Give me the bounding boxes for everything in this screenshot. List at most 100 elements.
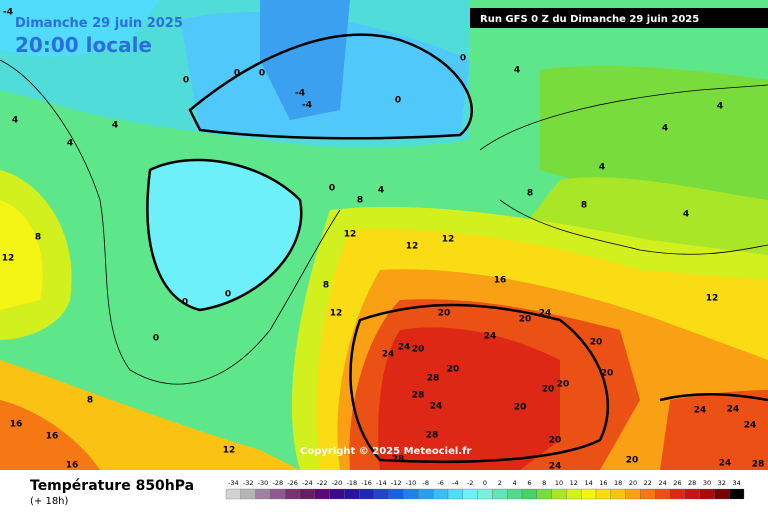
- scale-label: -6: [437, 479, 443, 487]
- scale-swatch: [388, 488, 404, 500]
- contour-label: 20: [626, 456, 639, 466]
- contour-label: 16: [46, 432, 59, 442]
- scale-swatch: [418, 488, 434, 500]
- contour-label: 24: [382, 350, 395, 360]
- scale-label: 12: [570, 479, 578, 487]
- scale-label: -24: [302, 479, 313, 487]
- contour-label: 8: [35, 233, 41, 243]
- contour-label: 20: [542, 385, 555, 395]
- run-info: Run GFS 0 Z du Dimanche 29 juin 2025: [480, 14, 699, 25]
- scale-swatch: [566, 488, 582, 500]
- contour-label: 20: [514, 403, 527, 413]
- map: [0, 0, 768, 471]
- scale-label: 10: [555, 479, 563, 487]
- contour-label: 12: [223, 446, 236, 456]
- scale-label: 0: [483, 479, 487, 487]
- contour-label: 12: [344, 230, 357, 240]
- scale-label: 32: [718, 479, 726, 487]
- contour-label: -4: [3, 8, 13, 18]
- scale-label: -12: [391, 479, 402, 487]
- scale-label: -16: [361, 479, 372, 487]
- contour-label: 4: [683, 210, 689, 220]
- scale-swatch: [285, 488, 301, 500]
- contour-label: 12: [706, 294, 719, 304]
- contour-label: 0: [225, 290, 231, 300]
- scale-label: 16: [599, 479, 607, 487]
- contour-label: 4: [514, 66, 520, 76]
- contour-label: 0: [395, 96, 401, 106]
- scale-swatch: [507, 488, 523, 500]
- contour-label: 24: [484, 332, 497, 342]
- scale-swatch: [581, 488, 597, 500]
- scale-label: -14: [376, 479, 387, 487]
- scale-label: 6: [527, 479, 531, 487]
- legend-subtitle: (+ 18h): [30, 496, 69, 507]
- contour-label: 24: [719, 459, 732, 469]
- scale-swatch: [640, 488, 656, 500]
- contour-label: 8: [581, 201, 587, 211]
- scale-label: 2: [498, 479, 502, 487]
- contour-label: 4: [662, 124, 668, 134]
- scale-label: -26: [287, 479, 298, 487]
- scale-label: -32: [243, 479, 254, 487]
- copyright: Copyright © 2025 Meteociel.fr: [300, 446, 471, 457]
- scale-label: -30: [258, 479, 269, 487]
- run-box: [470, 8, 768, 28]
- contour-label: 8: [527, 189, 533, 199]
- contour-label: 24: [727, 405, 740, 415]
- contour-label: 20: [549, 436, 562, 446]
- contour-labels: -4 0 4 0 0 0 -4 -4 0 4 4 4 4 4 4 0 4 8 8 8 4 8 12 12 12 12 16 0 0 0 8 1…: [2, 8, 765, 472]
- contour-label: 24: [549, 462, 562, 472]
- contour-label: 28: [392, 455, 405, 465]
- scale-label: -4: [452, 479, 458, 487]
- contour-label: 0: [460, 54, 466, 64]
- scale-label: -8: [423, 479, 429, 487]
- contour-label: 16: [10, 420, 23, 430]
- contour-label: 8: [87, 396, 93, 406]
- contour-label: 20: [438, 309, 451, 319]
- scale-swatch: [299, 488, 315, 500]
- scale-label: -34: [228, 479, 239, 487]
- scale-swatch: [551, 488, 567, 500]
- scale-swatch: [329, 488, 345, 500]
- scale-label: 22: [644, 479, 652, 487]
- contour-label: 24: [539, 309, 552, 319]
- contour-label: 4: [112, 121, 118, 131]
- scale-label: 28: [688, 479, 696, 487]
- scale-swatch: [729, 488, 745, 500]
- contour-label: 24: [694, 406, 707, 416]
- scale-label: -2: [467, 479, 473, 487]
- scale-label: 20: [629, 479, 637, 487]
- contour-label: 16: [66, 461, 79, 471]
- contour-label: 20: [557, 380, 570, 390]
- contour-label: 12: [330, 309, 343, 319]
- scale-swatch: [344, 488, 360, 500]
- contour-label: 24: [430, 402, 443, 412]
- scale-swatch: [714, 488, 730, 500]
- contour-label: 0: [259, 69, 265, 79]
- contour-label: 20: [601, 369, 614, 379]
- contour-label: 28: [426, 431, 439, 441]
- contour-label: 12: [2, 254, 15, 264]
- scale-swatch: [270, 488, 286, 500]
- map-time: 20:00 locale: [15, 33, 152, 57]
- scale-label: 24: [658, 479, 666, 487]
- contour-label: 4: [67, 139, 73, 149]
- contour-label: 12: [406, 242, 419, 252]
- color-scale: -34 -32 -30 -28 -26 -24 -22 -20 -18 -16 -14 -12 -10-…: [225, 479, 745, 500]
- contour-label: 4: [717, 102, 723, 112]
- scale-swatch: [669, 488, 685, 500]
- contour-label: 20: [447, 365, 460, 375]
- contour-label: 0: [234, 69, 240, 79]
- scale-swatch: [255, 488, 271, 500]
- scale-label: 26: [673, 479, 681, 487]
- scale-swatch: [225, 488, 241, 500]
- contour-label: 20: [519, 315, 532, 325]
- contour-label: 8: [323, 281, 329, 291]
- contour-label: 28: [752, 460, 765, 470]
- scale-label: 18: [614, 479, 622, 487]
- scale-swatch: [536, 488, 552, 500]
- scale-swatch: [625, 488, 641, 500]
- contour-label: -4: [302, 101, 312, 111]
